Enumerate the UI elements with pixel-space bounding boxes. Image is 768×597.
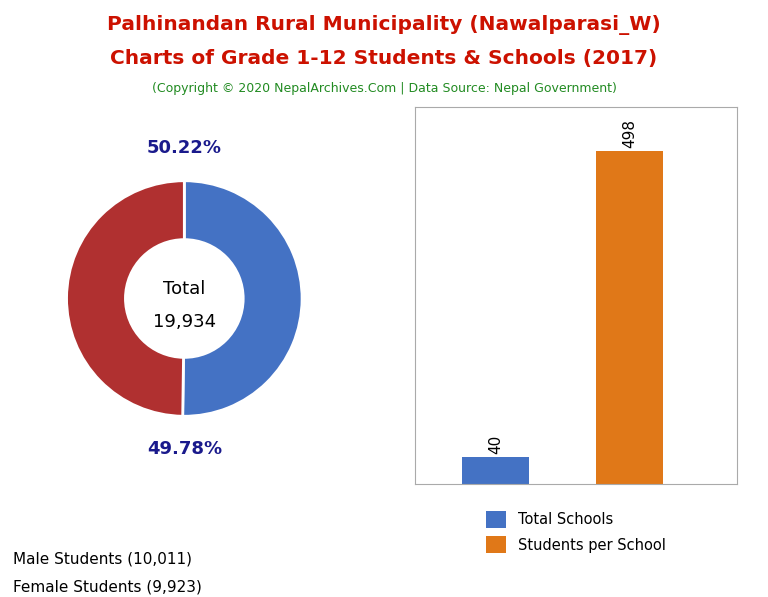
Text: Palhinandan Rural Municipality (Nawalparasi_W): Palhinandan Rural Municipality (Nawalpar… <box>107 15 661 35</box>
Bar <box>596 150 664 484</box>
Text: 50.22%: 50.22% <box>147 139 222 157</box>
Wedge shape <box>183 181 302 416</box>
Wedge shape <box>67 181 184 416</box>
Text: 40: 40 <box>488 435 503 454</box>
Legend: Male Students (10,011), Female Students (9,923): Male Students (10,011), Female Students … <box>0 543 207 597</box>
Text: Total: Total <box>163 280 206 298</box>
Text: (Copyright © 2020 NepalArchives.Com | Data Source: Nepal Government): (Copyright © 2020 NepalArchives.Com | Da… <box>151 82 617 96</box>
Text: 498: 498 <box>622 119 637 148</box>
Text: 19,934: 19,934 <box>153 313 216 331</box>
Legend: Total Schools, Students per School: Total Schools, Students per School <box>480 505 672 559</box>
Text: 49.78%: 49.78% <box>147 440 222 458</box>
Bar <box>462 457 529 484</box>
Text: Charts of Grade 1-12 Students & Schools (2017): Charts of Grade 1-12 Students & Schools … <box>111 49 657 68</box>
